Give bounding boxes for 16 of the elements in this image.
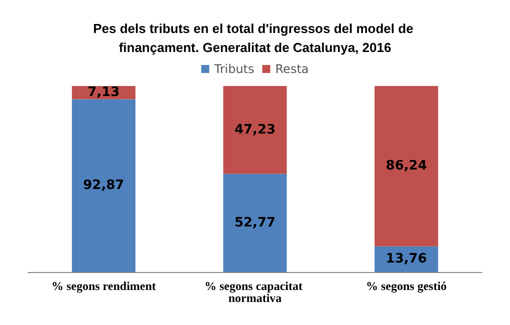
- bar: [374, 86, 438, 246]
- legend-label: Resta: [275, 62, 309, 76]
- data-label: 47,23: [234, 122, 276, 138]
- x-tick-label: % segons capacitat normativa: [204, 279, 306, 305]
- data-label: 52,77: [234, 215, 276, 230]
- chart-title: Pes dels tributs en el total d'ingressos del model de finançament. Generalitat de Catalunya, 2016: [93, 21, 417, 55]
- bar: [223, 174, 287, 272]
- data-label: 7,13: [88, 85, 120, 100]
- data-label: 92,87: [83, 178, 124, 194]
- data-label: 13,76: [386, 252, 427, 267]
- bar: [223, 86, 287, 174]
- legend-label: Tributs: [213, 62, 254, 76]
- x-tick-label: % segons rendiment: [51, 279, 156, 293]
- x-tick-label: % segons gestió: [366, 279, 447, 293]
- bar: [72, 99, 136, 272]
- data-label: 86,24: [386, 158, 427, 174]
